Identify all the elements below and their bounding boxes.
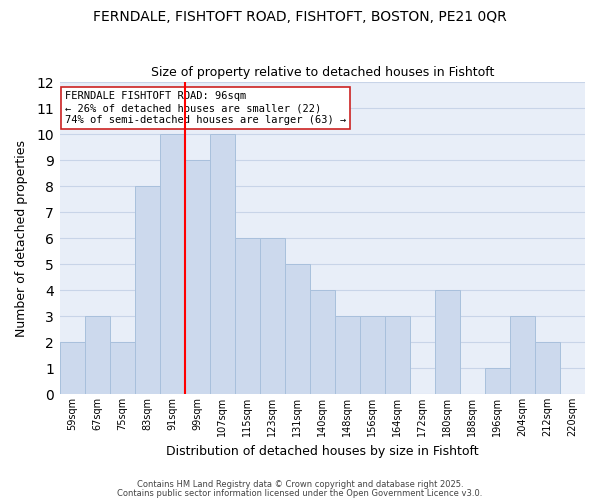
Text: Contains public sector information licensed under the Open Government Licence v3: Contains public sector information licen… <box>118 488 482 498</box>
Bar <box>185 160 210 394</box>
Bar <box>235 238 260 394</box>
Bar <box>59 342 85 394</box>
Bar <box>210 134 235 394</box>
Bar <box>310 290 335 394</box>
Bar <box>435 290 460 394</box>
Text: Contains HM Land Registry data © Crown copyright and database right 2025.: Contains HM Land Registry data © Crown c… <box>137 480 463 489</box>
Bar <box>160 134 185 394</box>
Bar <box>510 316 535 394</box>
Bar <box>535 342 560 394</box>
X-axis label: Distribution of detached houses by size in Fishtoft: Distribution of detached houses by size … <box>166 444 479 458</box>
Bar <box>335 316 360 394</box>
Bar <box>134 186 160 394</box>
Bar <box>385 316 410 394</box>
Bar <box>85 316 110 394</box>
Bar <box>485 368 510 394</box>
Text: FERNDALE FISHTOFT ROAD: 96sqm
← 26% of detached houses are smaller (22)
74% of s: FERNDALE FISHTOFT ROAD: 96sqm ← 26% of d… <box>65 92 346 124</box>
Bar <box>110 342 134 394</box>
Bar <box>260 238 285 394</box>
Y-axis label: Number of detached properties: Number of detached properties <box>15 140 28 336</box>
Title: Size of property relative to detached houses in Fishtoft: Size of property relative to detached ho… <box>151 66 494 80</box>
Text: FERNDALE, FISHTOFT ROAD, FISHTOFT, BOSTON, PE21 0QR: FERNDALE, FISHTOFT ROAD, FISHTOFT, BOSTO… <box>93 10 507 24</box>
Bar <box>285 264 310 394</box>
Bar <box>360 316 385 394</box>
